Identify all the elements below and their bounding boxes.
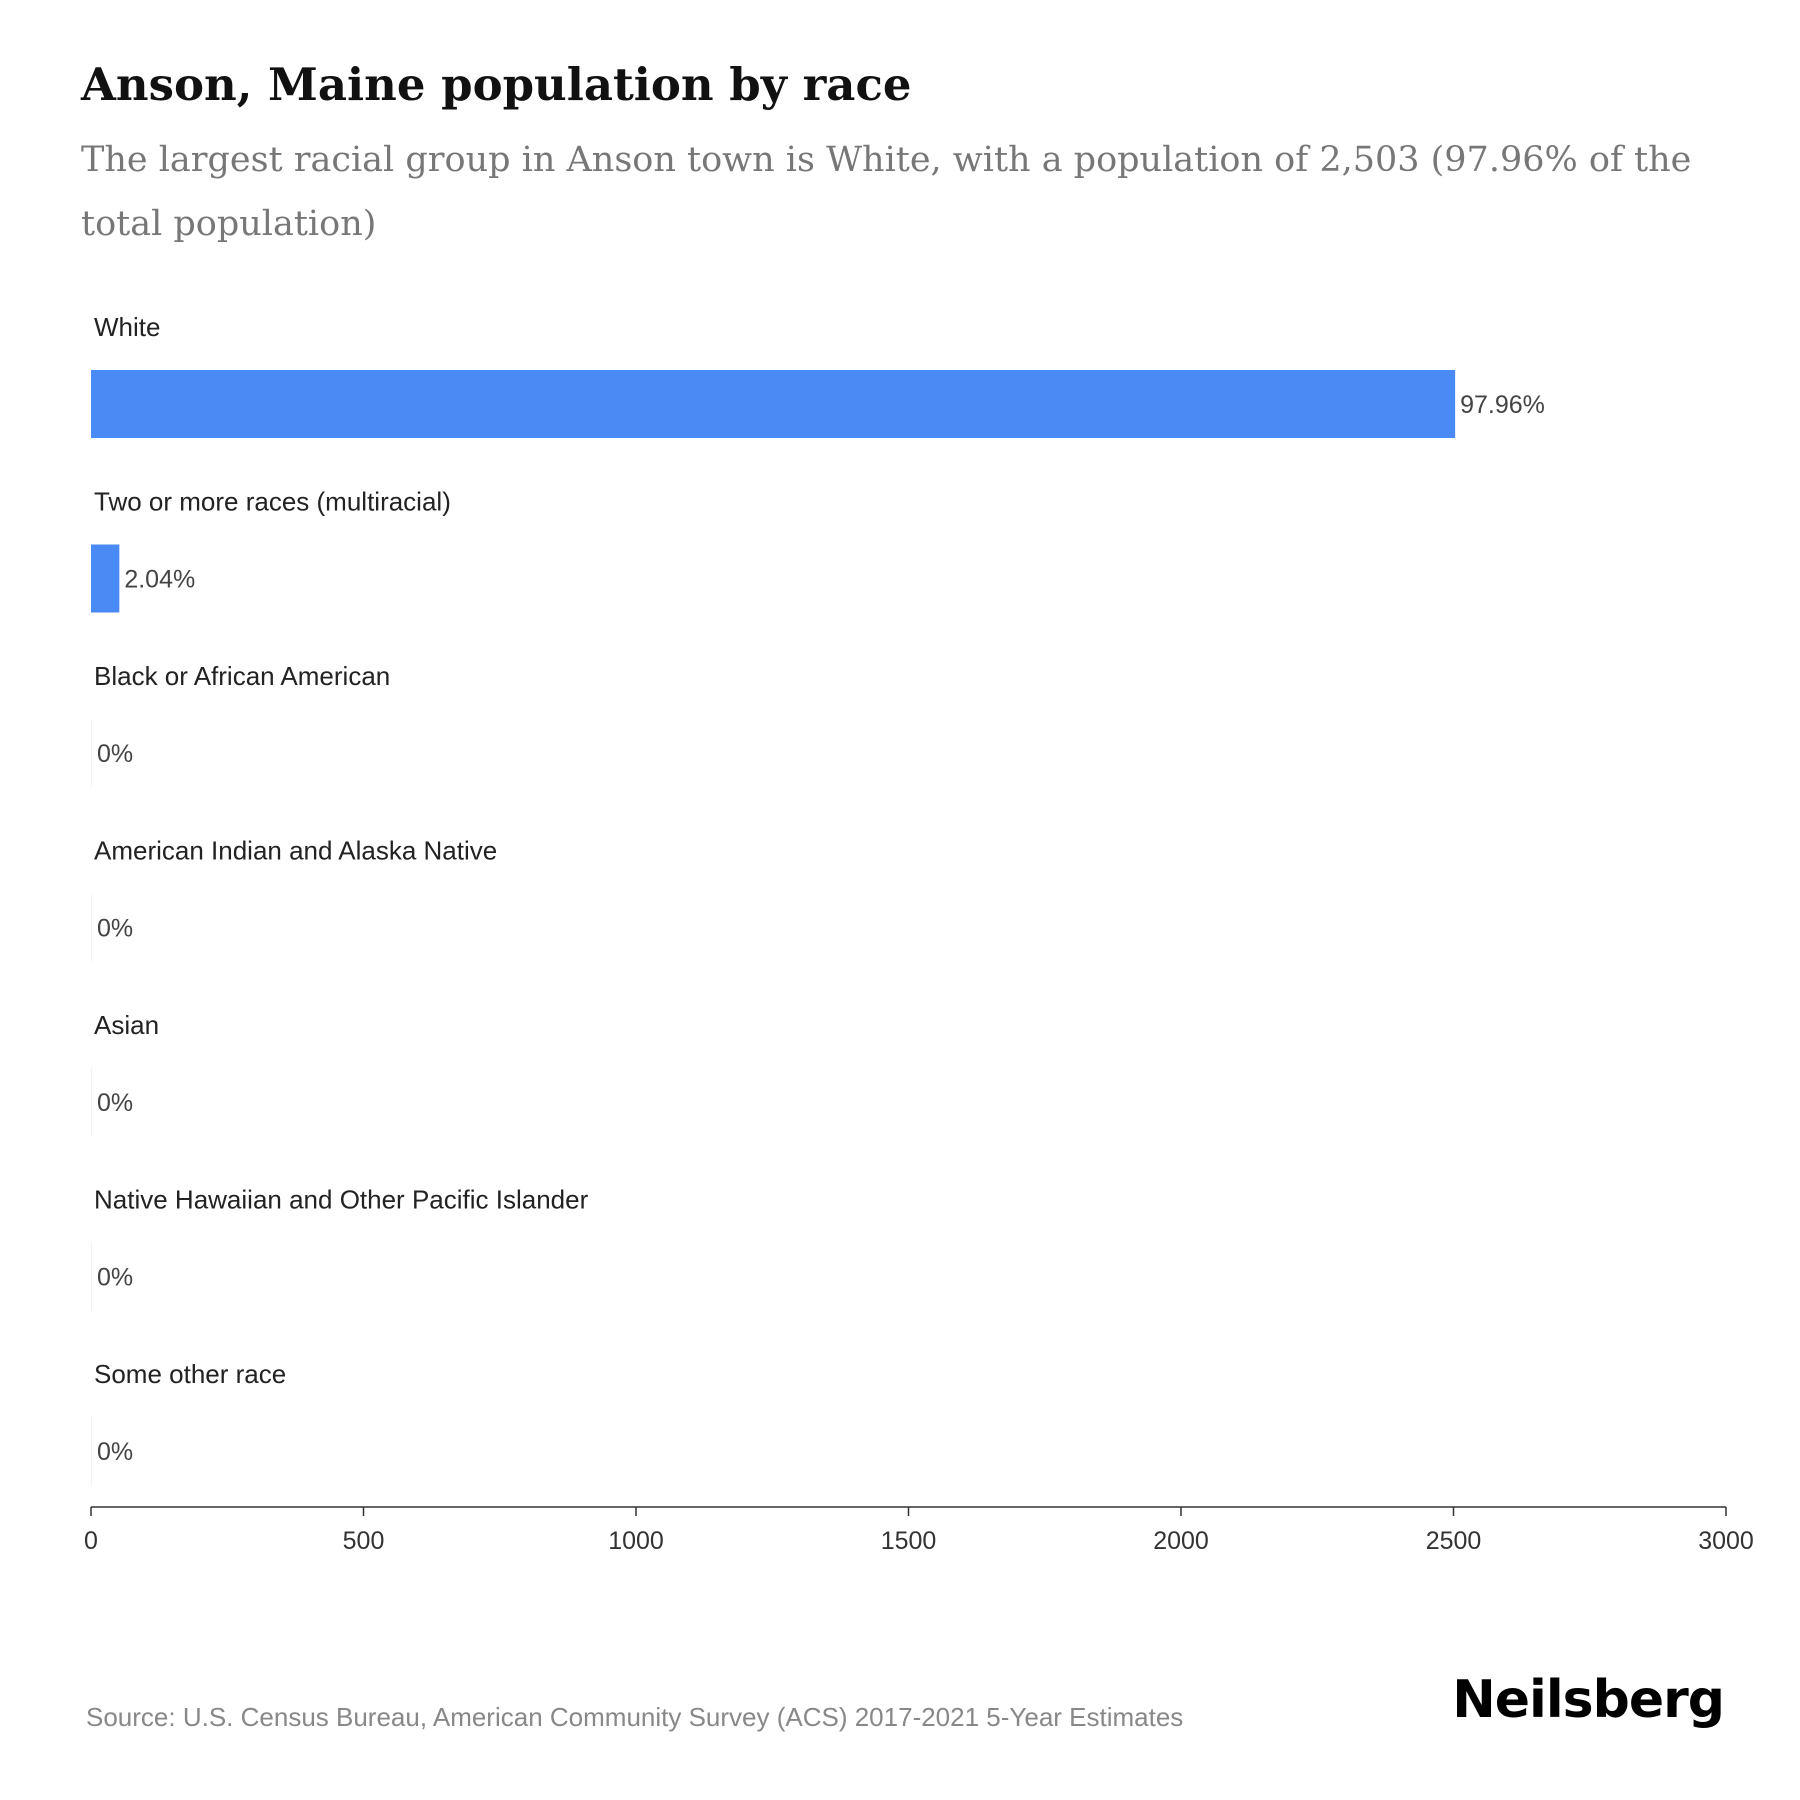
bar — [91, 1242, 92, 1311]
value-label: 0% — [97, 915, 133, 943]
bar — [91, 370, 1456, 438]
category-label: Asian — [94, 1010, 159, 1040]
value-label: 97.96% — [1460, 391, 1545, 419]
bar-chart: White 97.96% Two or more races (multiracia… — [84, 312, 1754, 1555]
category-label: Some other race — [94, 1359, 286, 1389]
bar — [91, 893, 92, 962]
x-tick-label: 500 — [343, 1527, 385, 1555]
category-label: White — [94, 312, 160, 342]
x-tick-label: 0 — [84, 1527, 98, 1555]
x-tick-label: 1500 — [881, 1527, 937, 1555]
value-label: 0% — [97, 1089, 133, 1117]
bar — [91, 1068, 92, 1136]
x-tick-label: 1000 — [608, 1527, 664, 1555]
source-note: Source: U.S. Census Bureau, American Com… — [86, 1702, 1184, 1732]
category-label: Black or African American — [94, 661, 390, 691]
bar — [91, 1417, 92, 1485]
x-tick-label: 3000 — [1698, 1527, 1754, 1555]
chart-subtitle: The largest racial group in Anson town i… — [81, 140, 1692, 244]
value-label: 0% — [97, 1264, 133, 1292]
category-label: Two or more races (multiracial) — [94, 487, 451, 517]
category-label: Native Hawaiian and Other Pacific Island… — [94, 1185, 589, 1215]
x-tick-label: 2000 — [1153, 1527, 1209, 1555]
value-label: 0% — [97, 740, 133, 768]
x-tick-label: 2500 — [1426, 1527, 1482, 1555]
category-label: American Indian and Alaska Native — [94, 836, 497, 866]
chart-title: Anson, Maine population by race — [81, 58, 912, 111]
bar — [91, 719, 92, 787]
bar — [91, 544, 120, 613]
neilsberg-logo: Neilsberg — [1452, 1670, 1725, 1730]
value-label: 2.04% — [124, 566, 195, 594]
value-label: 0% — [97, 1438, 133, 1466]
